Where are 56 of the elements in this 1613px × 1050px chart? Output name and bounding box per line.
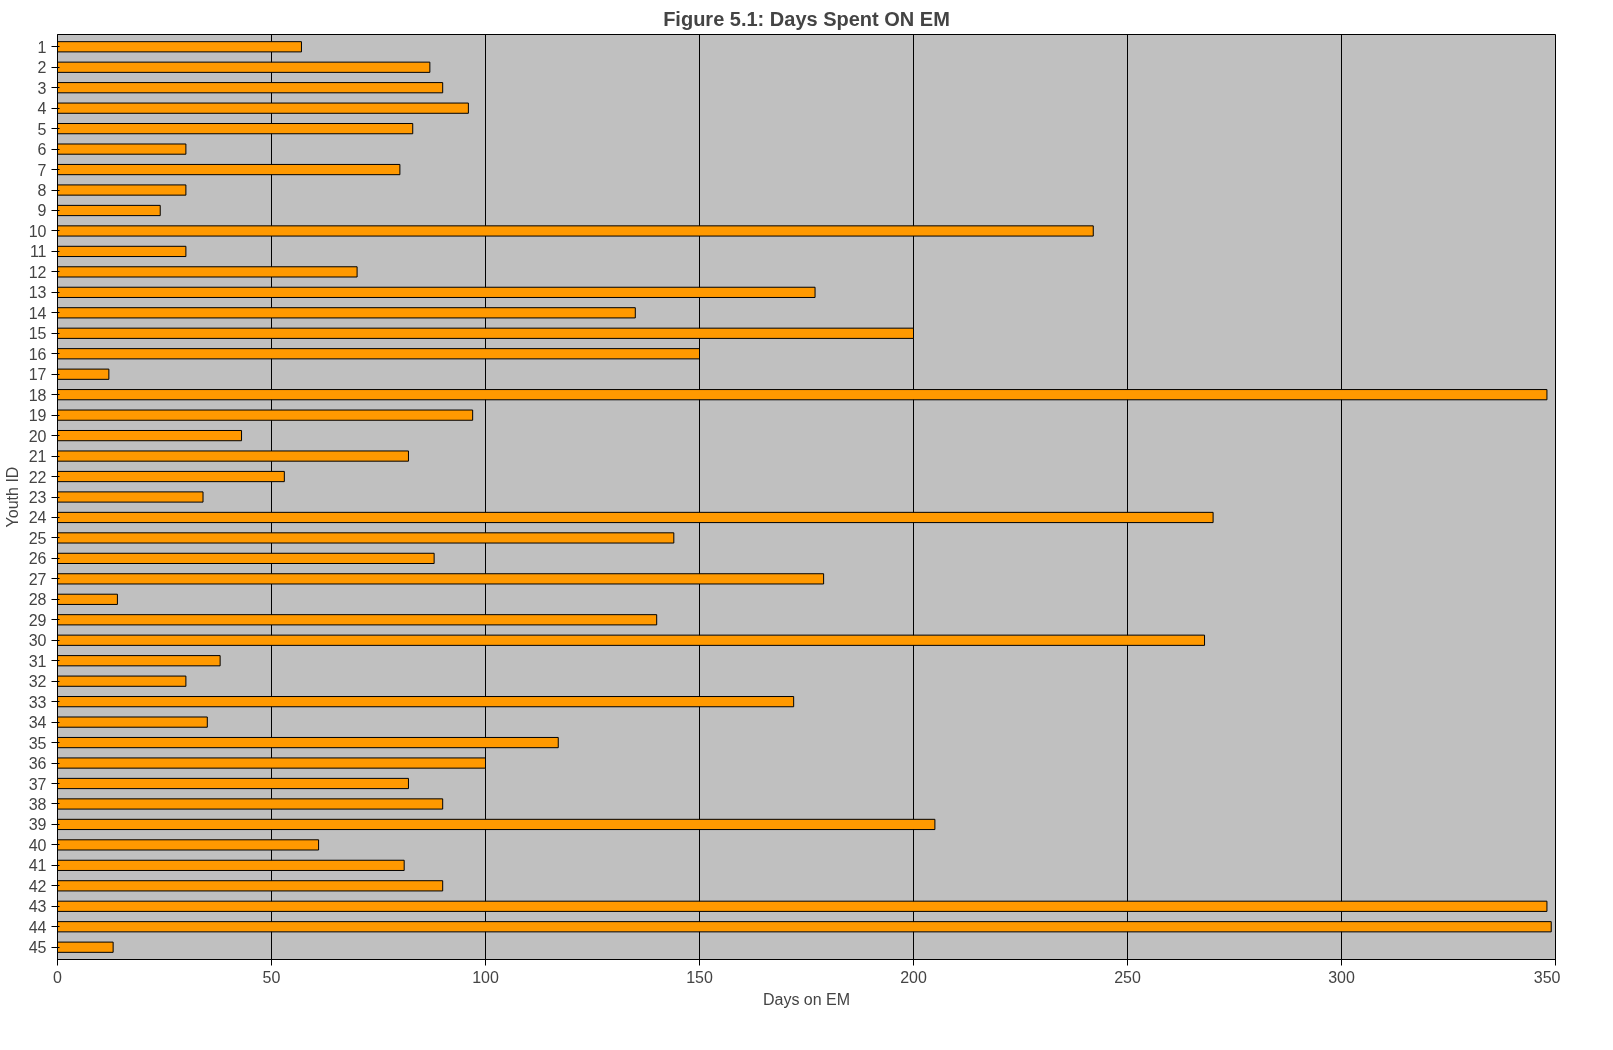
y-tick-label: 33: [28, 693, 47, 711]
y-tick-label: 25: [28, 529, 47, 547]
y-tick-label: 14: [28, 304, 47, 322]
y-tick-label: 40: [28, 836, 47, 854]
y-tick-label: 27: [28, 570, 47, 588]
y-tick-label: 19: [28, 407, 47, 425]
y-tick-label: 17: [28, 366, 47, 384]
y-tick-label: 43: [28, 898, 47, 916]
y-tick-label: 1: [37, 38, 47, 56]
x-tick-label: 200: [900, 968, 927, 986]
y-tick-label: 15: [28, 325, 47, 343]
y-tick-label: 29: [28, 611, 47, 629]
y-tick-label: 9: [37, 202, 47, 220]
y-tick-label: 12: [28, 263, 47, 281]
y-tick-label: 31: [28, 652, 47, 670]
y-tick-label: 34: [28, 714, 47, 732]
y-tick-label: 42: [28, 877, 47, 895]
y-tick-label: 45: [28, 939, 47, 957]
chart-title: Figure 5.1: Days Spent ON EM: [663, 7, 950, 30]
y-tick-label: 30: [28, 632, 47, 650]
y-tick-label: 3: [37, 79, 47, 97]
y-tick-label: 26: [28, 550, 47, 568]
y-tick-label: 18: [28, 386, 47, 404]
y-tick-label: 13: [28, 284, 47, 302]
y-tick-label: 38: [28, 795, 47, 813]
y-tick-label: 41: [28, 857, 47, 875]
y-tick-label: 28: [28, 591, 47, 609]
x-tick-label: 250: [1114, 968, 1141, 986]
y-tick-label: 5: [37, 120, 47, 138]
x-tick-label: 100: [472, 968, 499, 986]
y-tick-label: 39: [28, 816, 47, 834]
x-tick-label: 0: [53, 968, 63, 986]
y-tick-label: 7: [37, 161, 47, 179]
y-tick-label: 35: [28, 734, 47, 752]
y-tick-label: 22: [28, 468, 47, 486]
y-tick-label: 32: [28, 673, 47, 691]
y-axis-title: Youth ID: [3, 466, 21, 528]
y-tick-label: 8: [37, 182, 47, 200]
y-tick-label: 11: [29, 243, 47, 261]
x-tick-label: 350: [1533, 968, 1561, 986]
y-tick-label: 20: [28, 427, 47, 445]
x-axis-title: Days on EM: [762, 990, 851, 1008]
y-tick-label: 44: [28, 918, 47, 936]
y-tick-label: 37: [28, 775, 47, 793]
y-tick-label: 2: [37, 59, 47, 77]
x-tick-label: 150: [686, 968, 713, 986]
y-tick-label: 21: [28, 448, 47, 466]
y-tick-label: 16: [28, 345, 47, 363]
y-tick-label: 6: [37, 141, 47, 159]
x-tick-label: 300: [1328, 968, 1355, 986]
y-tick-label: 23: [28, 489, 47, 506]
y-tick-label: 36: [28, 755, 47, 773]
y-tick-label: 24: [28, 509, 47, 527]
y-tick-label: 4: [37, 100, 47, 118]
x-tick-label: 50: [262, 968, 281, 986]
y-tick-label: 10: [28, 222, 47, 240]
